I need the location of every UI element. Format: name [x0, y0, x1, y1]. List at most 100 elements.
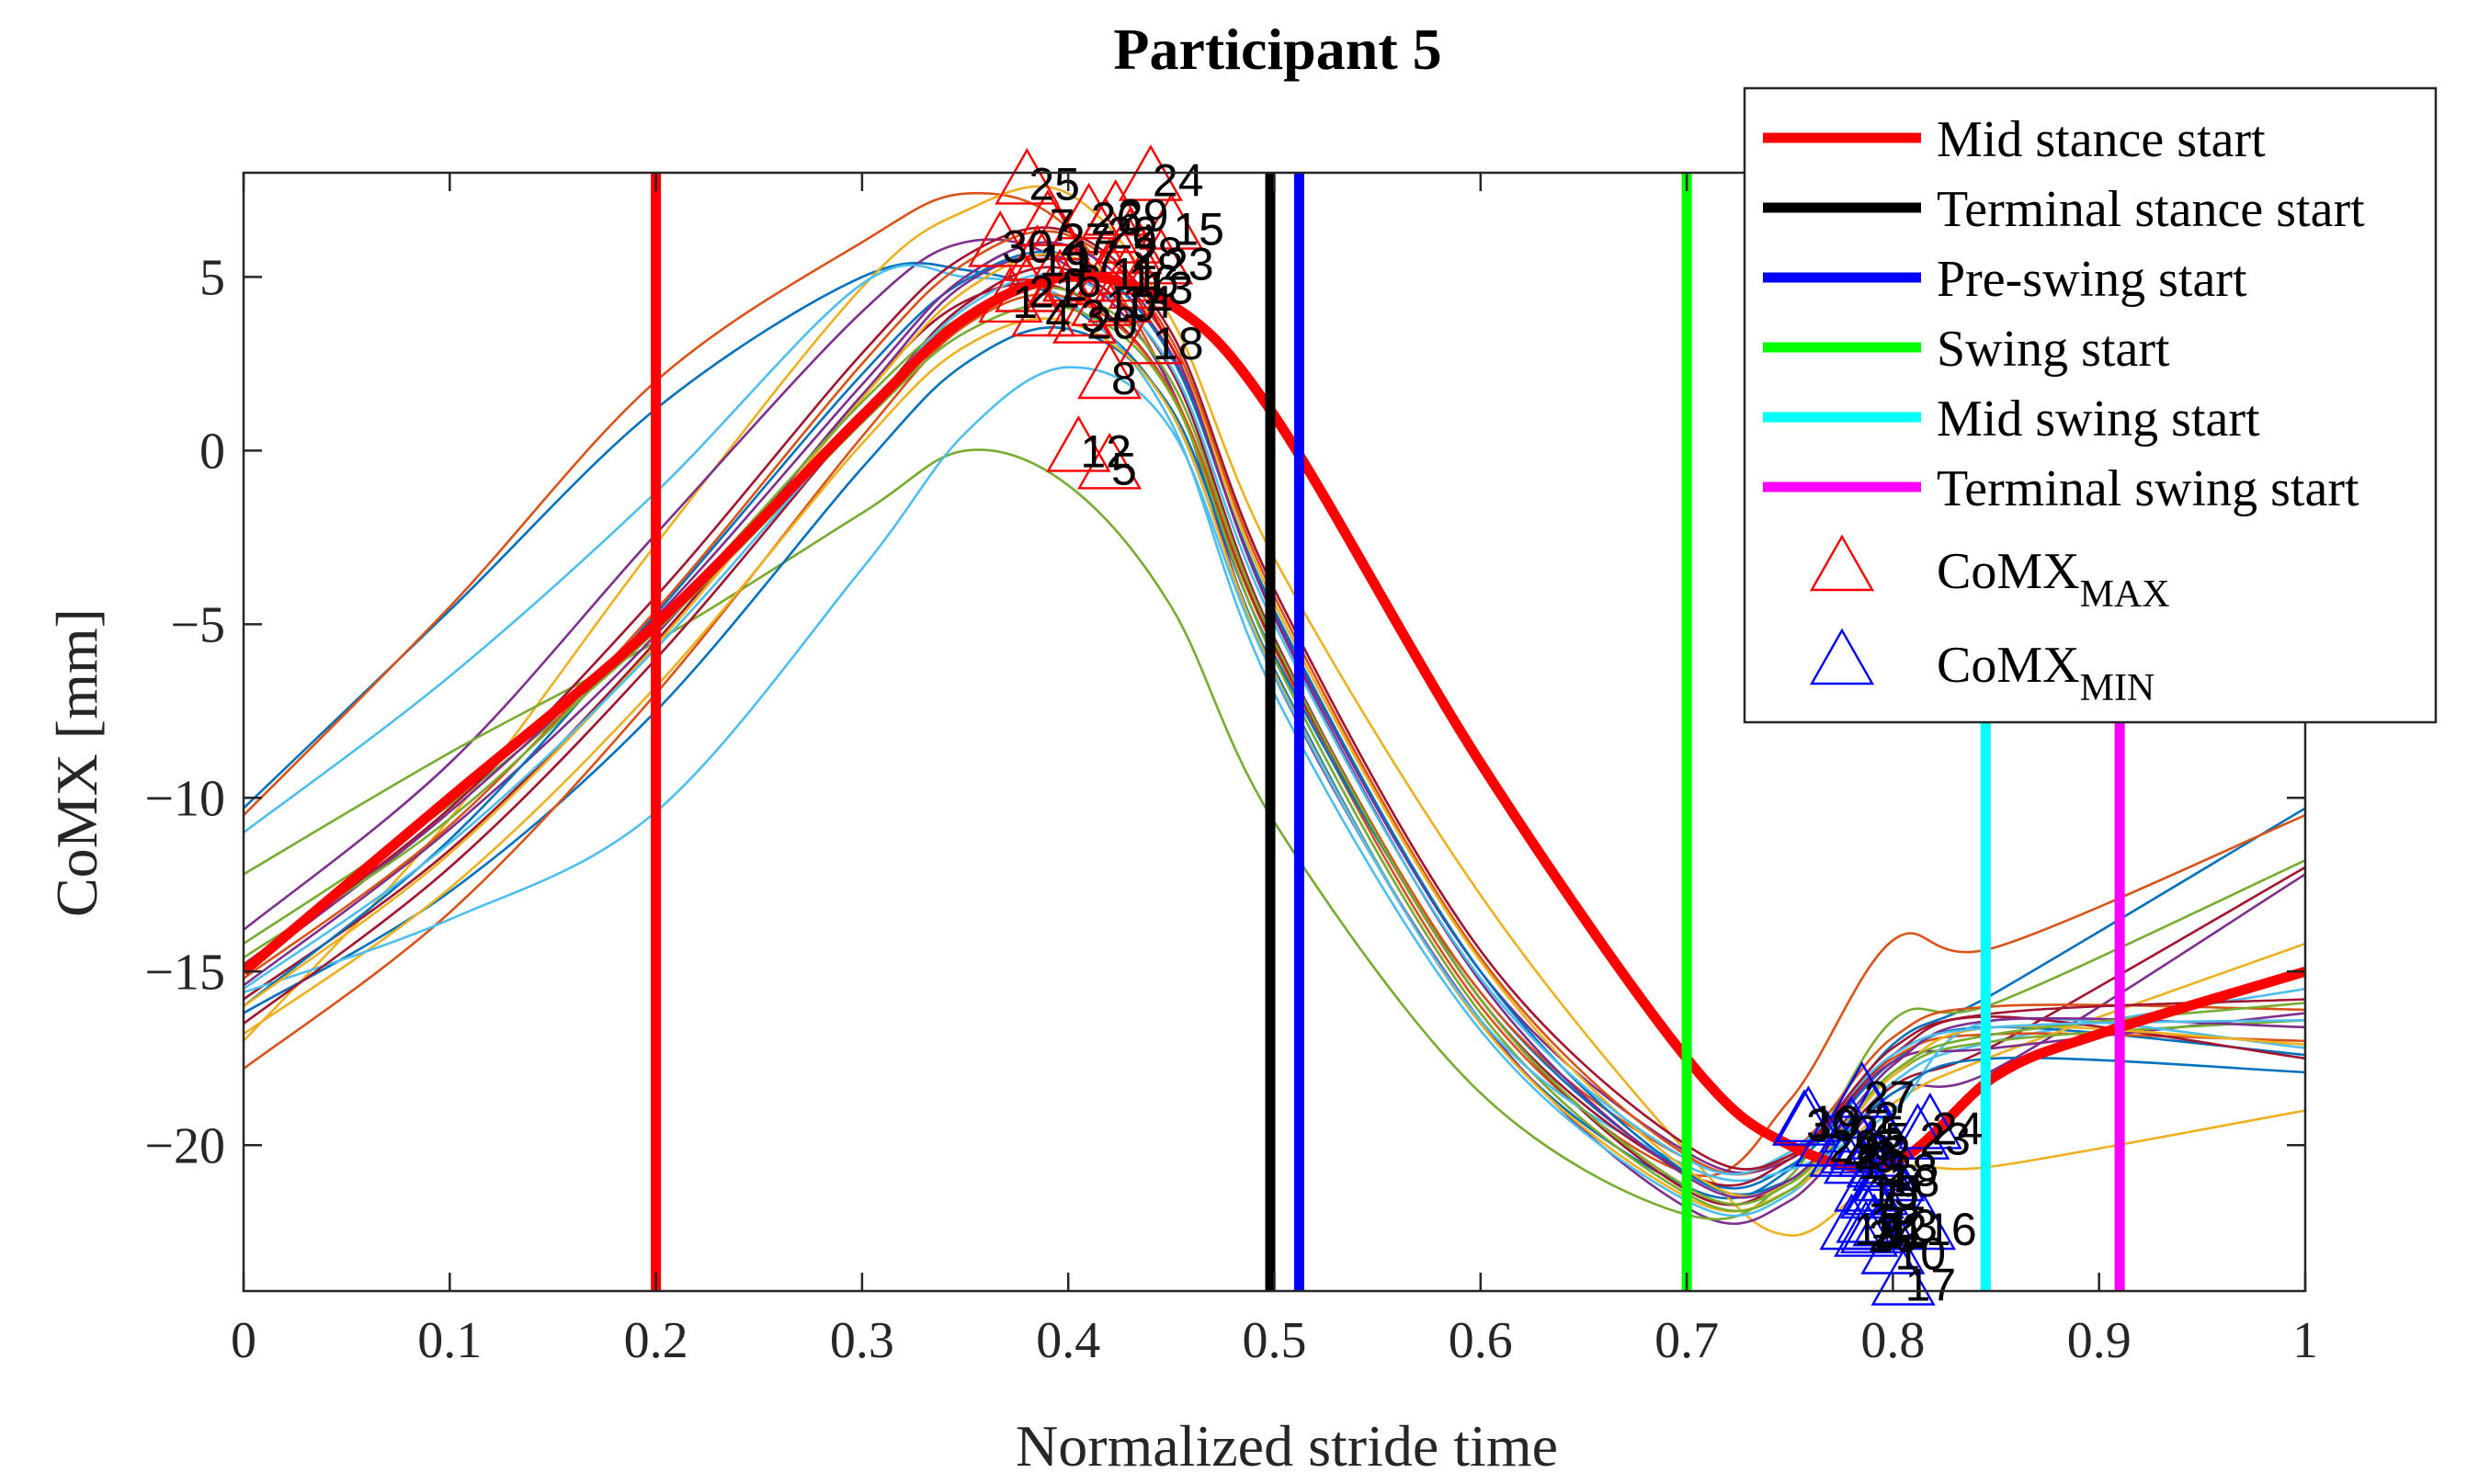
min-marker-label-13: 13: [1886, 1200, 1938, 1252]
max-marker-18: [1118, 307, 1183, 365]
min-marker-label-14: 14: [1854, 1204, 1905, 1255]
max-marker-label-3: 3: [1080, 290, 1106, 342]
max-marker-11: [1077, 238, 1143, 295]
max-marker-label-4: 4: [1045, 290, 1071, 342]
max-marker-label-17: 17: [1068, 232, 1120, 283]
min-marker-5: [1850, 1103, 1916, 1160]
y-tick-label: −5: [170, 596, 225, 653]
plot-clip-group: [244, 173, 2305, 1291]
min-marker-20: [1834, 1200, 1899, 1257]
min-marker-label-17: 17: [1905, 1259, 1957, 1310]
max-marker-label-11: 11: [1111, 249, 1159, 300]
legend-box: [1743, 86, 2438, 724]
min-marker-label-26: 26: [1854, 1127, 1905, 1179]
max-marker-label-15: 15: [1173, 203, 1224, 255]
x-tick-label: 0.7: [1654, 1312, 1719, 1369]
min-marker-label-9: 9: [1872, 1131, 1898, 1183]
x-tick-label: 0.3: [830, 1312, 894, 1369]
max-marker-label-29: 29: [1118, 189, 1169, 241]
max-marker-10: [1071, 269, 1136, 326]
legend-marker-comx-max: [1809, 534, 1875, 592]
x-tick-label: 0: [231, 1312, 256, 1369]
min-marker-label-30: 30: [1806, 1100, 1858, 1151]
max-marker-label-19: 19: [1040, 234, 1091, 286]
max-marker-label-20: 20: [1086, 298, 1138, 349]
min-marker-label-10: 10: [1894, 1228, 1946, 1279]
x-tick-label: 0.4: [1036, 1312, 1100, 1369]
max-marker-label-7: 7: [1050, 200, 1075, 252]
min-marker-25: [1819, 1095, 1884, 1153]
max-marker-25: [995, 147, 1060, 205]
max-marker-label-16: 16: [1128, 255, 1179, 307]
x-axis-label: Normalized stride time: [1016, 1413, 1558, 1478]
y-tick-label: −15: [144, 944, 225, 1001]
max-marker-label-26: 26: [1091, 193, 1143, 244]
min-marker-label-20: 20: [1868, 1211, 1919, 1263]
max-marker-label-14: 14: [1121, 277, 1173, 328]
legend-label-terminal-stance-start: Terminal stance start: [1937, 181, 2365, 238]
max-marker-label-27: 27: [1060, 214, 1111, 266]
min-marker-label-22: 22: [1876, 1204, 1927, 1255]
max-marker-29: [1083, 178, 1148, 236]
legend-label-mid-swing-start: Mid swing start: [1937, 391, 2260, 447]
min-marker-30: [1771, 1089, 1837, 1146]
max-marker-3: [1046, 279, 1111, 337]
min-marker-11: [1844, 1158, 1909, 1216]
min-marker-12: [1836, 1185, 1901, 1243]
min-marker-19: [1776, 1085, 1841, 1143]
plot-area: 1 234567891011121314151617181920212223242…: [244, 144, 2305, 1310]
max-marker-5: [1077, 432, 1143, 490]
min-marker-label-16: 16: [1926, 1204, 1977, 1255]
x-tick-label: 0.6: [1449, 1312, 1513, 1369]
legend-label-terminal-swing-start: Terminal swing start: [1937, 460, 2359, 517]
min-marker-label-7: 7: [1874, 1172, 1900, 1224]
legend-label-swing-start: Swing start: [1937, 321, 2170, 378]
y-tick-label: 5: [199, 249, 225, 306]
max-marker-label-23: 23: [1163, 238, 1214, 289]
x-tick-label: 0.2: [624, 1312, 688, 1369]
legend-label-mid-stance-start: Mid stance start: [1937, 111, 2266, 168]
max-marker-2: [1028, 248, 1093, 306]
max-marker-13: [1108, 252, 1173, 309]
max-marker-21: [995, 255, 1060, 312]
max-marker-label-5: 5: [1111, 443, 1137, 494]
legend-label-pre-swing-start: Pre-swing start: [1937, 251, 2247, 308]
max-marker-23: [1129, 227, 1194, 285]
min-marker-13: [1852, 1189, 1917, 1247]
min-marker-label-15: 15: [1868, 1165, 1919, 1217]
max-marker-label-21: 21: [1029, 266, 1080, 318]
min-marker-22: [1842, 1193, 1907, 1251]
min-marker-label-18: 18: [1889, 1155, 1940, 1206]
max-marker-label-25: 25: [1029, 158, 1080, 210]
x-tick-label: 0.9: [2067, 1312, 2132, 1369]
min-marker-label-12: 12: [1870, 1196, 1921, 1248]
y-tick-label: −20: [144, 1117, 225, 1174]
max-marker-30: [968, 210, 1033, 267]
min-marker-label-6: 6: [1894, 1155, 1920, 1206]
max-marker-label-2: 2: [1062, 259, 1087, 311]
max-marker-label-22: 22: [1108, 207, 1159, 258]
max-marker-4: [1011, 279, 1076, 337]
max-marker-label-8: 8: [1111, 353, 1137, 404]
x-tick-label: 1: [2292, 1312, 2318, 1369]
x-tick-label: 0.1: [417, 1312, 482, 1369]
min-marker-24: [1897, 1092, 1962, 1150]
min-marker-label-23: 23: [1919, 1114, 1971, 1165]
max-marker-20: [1052, 287, 1118, 344]
min-marker-label-11: 11: [1878, 1169, 1926, 1220]
min-marker-label-1: 1: [1858, 1138, 1883, 1189]
max-marker-label-10: 10: [1105, 280, 1156, 332]
axes: 0 0.1 0.2 0.3 0.4 0.5 0.6 0.7 0.8 0.9 1 −20 −15 −10 −5…: [144, 171, 2318, 1369]
x-tick-label: 0.5: [1243, 1312, 1307, 1369]
min-marker-label-25: 25: [1854, 1106, 1905, 1158]
max-marker-label-18: 18: [1153, 318, 1204, 369]
min-marker-label-8: 8: [1864, 1124, 1890, 1175]
legend-label-subscript: MAX: [2080, 573, 2170, 616]
y-axis-label: CoMX [mm]: [44, 608, 109, 917]
min-marker-label-28: 28: [1886, 1145, 1938, 1196]
legend: Mid stance start Terminal stance start Pre…: [1743, 86, 2438, 724]
max-marker-14: [1087, 266, 1153, 323]
min-marker-1: [1823, 1127, 1889, 1184]
max-marker-28: [1097, 217, 1163, 275]
